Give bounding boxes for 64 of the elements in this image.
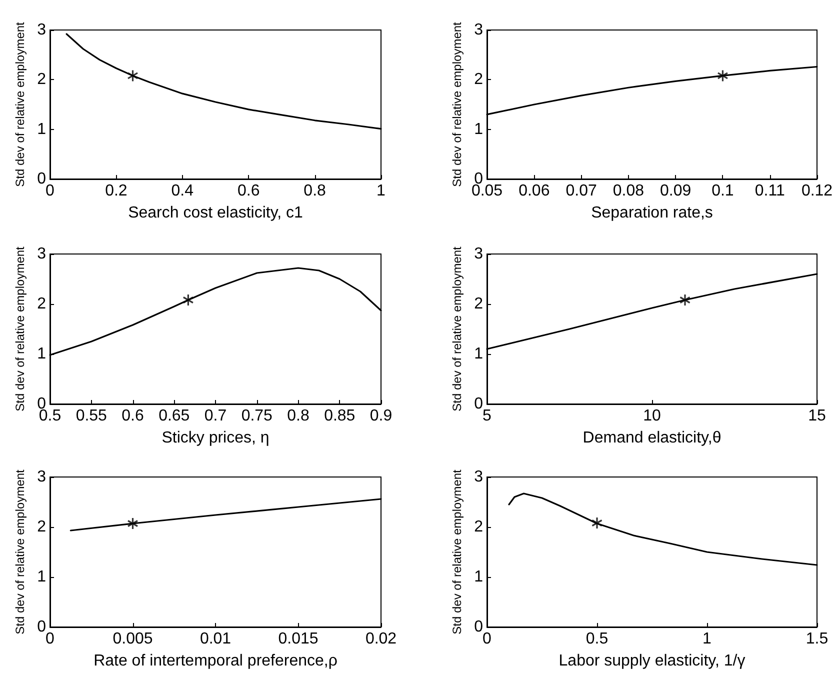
x-tick-label: 0.55 (76, 408, 108, 424)
x-tick-label: 0.08 (612, 182, 644, 200)
x-axis-title: Search cost elasticity, c1 (128, 204, 304, 222)
x-axis-title: Demand elasticity,θ (582, 430, 722, 446)
y-tick-label: 3 (37, 246, 46, 262)
y-axis-title: Std dev of relative employment (13, 468, 28, 634)
x-axis-title: Separation rate,s (591, 204, 713, 222)
y-tick-label: 1 (474, 568, 484, 586)
y-axis-title: Std dev of relative employment (13, 21, 28, 187)
y-tick-label: 3 (474, 22, 484, 38)
y-tick-label: 2 (37, 296, 46, 312)
x-tick-label: 0.6 (237, 182, 260, 200)
x-tick-label: 1 (702, 630, 712, 648)
x-tick-label: 0.6 (122, 408, 144, 424)
y-tick-label: 2 (474, 296, 484, 312)
x-axis-title: Sticky prices, η (162, 430, 270, 446)
x-tick-label: 0.06 (518, 182, 550, 200)
x-tick-label: 0.7 (204, 408, 227, 424)
y-tick-label: 3 (37, 468, 46, 486)
x-tick-label: 0.02 (365, 630, 397, 648)
x-tick-label: 0.1 (712, 182, 734, 200)
x-tick-label: 0.9 (370, 408, 392, 424)
y-tick-label: 0 (474, 396, 484, 412)
y-tick-label: 3 (474, 468, 484, 486)
x-tick-label: 1.5 (806, 630, 828, 648)
x-tick-label: 0.005 (112, 630, 153, 648)
y-tick-label: 1 (474, 346, 484, 362)
y-tick-label: 3 (37, 22, 46, 38)
y-tick-label: 2 (37, 71, 46, 88)
x-tick-label: 10 (643, 408, 661, 424)
y-axis-title: Std dev of relative employment (450, 21, 464, 187)
x-tick-label: 0.2 (105, 182, 128, 200)
x-tick-label: 1 (376, 182, 386, 200)
y-tick-label: 1 (37, 346, 46, 362)
x-tick-label: 5 (482, 408, 492, 424)
x-tick-label: 0.5 (586, 630, 608, 648)
x-axis-title: Labor supply elasticity, 1/γ (558, 652, 746, 670)
x-axis-title: Rate of intertemporal preference,ρ (94, 652, 338, 670)
y-axis-title: Std dev of relative employment (450, 246, 464, 412)
x-tick-label: 0.75 (241, 408, 273, 424)
y-tick-label: 3 (474, 246, 484, 262)
x-tick-label: 0.11 (754, 182, 785, 200)
x-tick-label: 0.01 (200, 630, 232, 648)
x-tick-label: 0.4 (171, 182, 194, 200)
y-tick-label: 2 (474, 518, 484, 536)
y-tick-label: 1 (474, 120, 484, 138)
x-tick-label: 0.12 (801, 182, 833, 200)
y-tick-label: 0 (474, 618, 484, 636)
y-tick-label: 1 (37, 120, 46, 138)
y-tick-label: 2 (37, 518, 46, 536)
y-tick-label: 0 (37, 170, 46, 188)
x-tick-label: 0.65 (158, 408, 190, 424)
y-tick-label: 0 (37, 618, 46, 636)
y-axis-title: Std dev of relative employment (450, 468, 464, 634)
x-tick-label: 0.8 (304, 182, 326, 200)
x-tick-label: 0.07 (566, 182, 597, 200)
x-tick-label: 0.09 (660, 182, 692, 200)
x-tick-label: 0.85 (324, 408, 356, 424)
y-tick-label: 2 (474, 71, 484, 88)
x-tick-label: 15 (808, 408, 826, 424)
x-tick-label: 0.015 (278, 630, 318, 648)
y-axis-title: Std dev of relative employment (13, 246, 28, 412)
y-tick-label: 1 (37, 568, 46, 586)
x-tick-label: 0.8 (287, 408, 310, 424)
